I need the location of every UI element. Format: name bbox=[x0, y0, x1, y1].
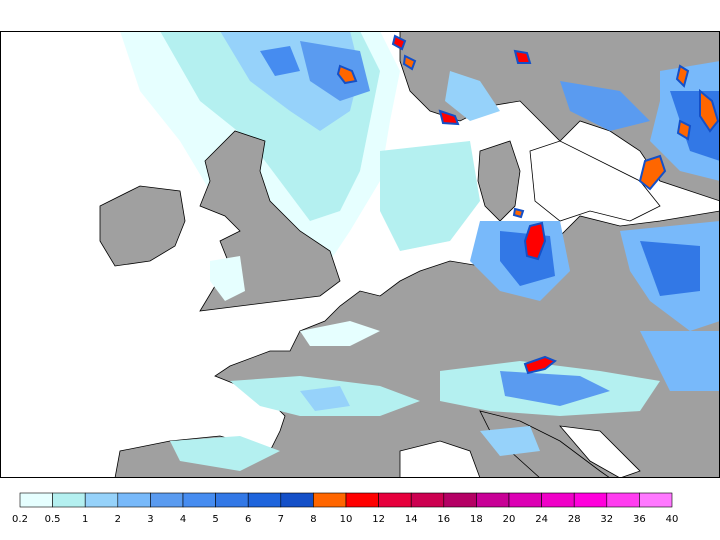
precip-cores bbox=[336, 34, 720, 375]
legend-swatch bbox=[476, 492, 510, 508]
sea-layer bbox=[399, 140, 661, 478]
legend-tick-label: 10 bbox=[340, 514, 353, 525]
legend-swatch bbox=[508, 492, 542, 508]
legend-swatch bbox=[606, 492, 640, 508]
legend-tick-label: 32 bbox=[600, 514, 613, 525]
legend-swatch bbox=[639, 492, 673, 508]
legend-swatch bbox=[182, 492, 216, 508]
legend-swatch bbox=[215, 492, 249, 508]
legend-swatch bbox=[345, 492, 379, 508]
legend-tick-label: 24 bbox=[535, 514, 548, 525]
legend-tick-label: 1 bbox=[82, 514, 88, 525]
legend-tick-label: 16 bbox=[437, 514, 450, 525]
color-scale-legend: 0.2 0.5 1 2 3 4 5 6 7 8 10 12 14 16 18 20 24 28 32 36 40 bbox=[12, 492, 678, 525]
denmark bbox=[477, 140, 521, 222]
legend-swatch bbox=[117, 492, 151, 508]
baltic-sea bbox=[529, 140, 661, 222]
legend-swatches bbox=[19, 492, 673, 508]
legend-tick-label: 3 bbox=[147, 514, 153, 525]
legend-swatch bbox=[150, 492, 184, 508]
land-layer bbox=[99, 31, 720, 478]
legend-swatch bbox=[443, 492, 477, 508]
ireland bbox=[99, 185, 186, 267]
legend-tick-label: 6 bbox=[245, 514, 251, 525]
legend-swatch bbox=[247, 492, 282, 508]
legend-tick-label: 18 bbox=[470, 514, 483, 525]
legend-swatch bbox=[280, 492, 314, 508]
precip-layer-land bbox=[170, 61, 720, 471]
legend-tick-label: 4 bbox=[180, 514, 186, 525]
legend-tick-label: 28 bbox=[568, 514, 581, 525]
legend-tick-label: 2 bbox=[115, 514, 121, 525]
legend-tick-label: 8 bbox=[310, 514, 316, 525]
legend-swatch bbox=[313, 492, 347, 508]
legend-swatch bbox=[84, 492, 119, 508]
legend-tick-label: 7 bbox=[278, 514, 284, 525]
legend-tick-label: 20 bbox=[503, 514, 516, 525]
legend-swatch bbox=[541, 492, 575, 508]
legend-tick-label: 0.2 bbox=[12, 514, 28, 525]
legend-swatch bbox=[378, 492, 412, 508]
precipitation-map bbox=[0, 31, 720, 478]
legend-ticks: 0.2 0.5 1 2 3 4 5 6 7 8 10 12 14 16 18 20 24 28 32 36 40 bbox=[12, 514, 678, 525]
legend-tick-label: 36 bbox=[633, 514, 646, 525]
legend-tick-label: 40 bbox=[666, 514, 679, 525]
legend-tick-label: 12 bbox=[372, 514, 385, 525]
legend-swatch bbox=[19, 492, 53, 508]
legend-tick-label: 5 bbox=[212, 514, 218, 525]
mediterranean bbox=[399, 440, 481, 478]
legend-tick-label: 14 bbox=[405, 514, 418, 525]
legend-tick-label: 0.5 bbox=[45, 514, 61, 525]
adriatic bbox=[559, 425, 641, 478]
legend-swatch bbox=[573, 492, 608, 508]
legend-swatch bbox=[52, 492, 86, 508]
legend-swatch bbox=[410, 492, 445, 508]
